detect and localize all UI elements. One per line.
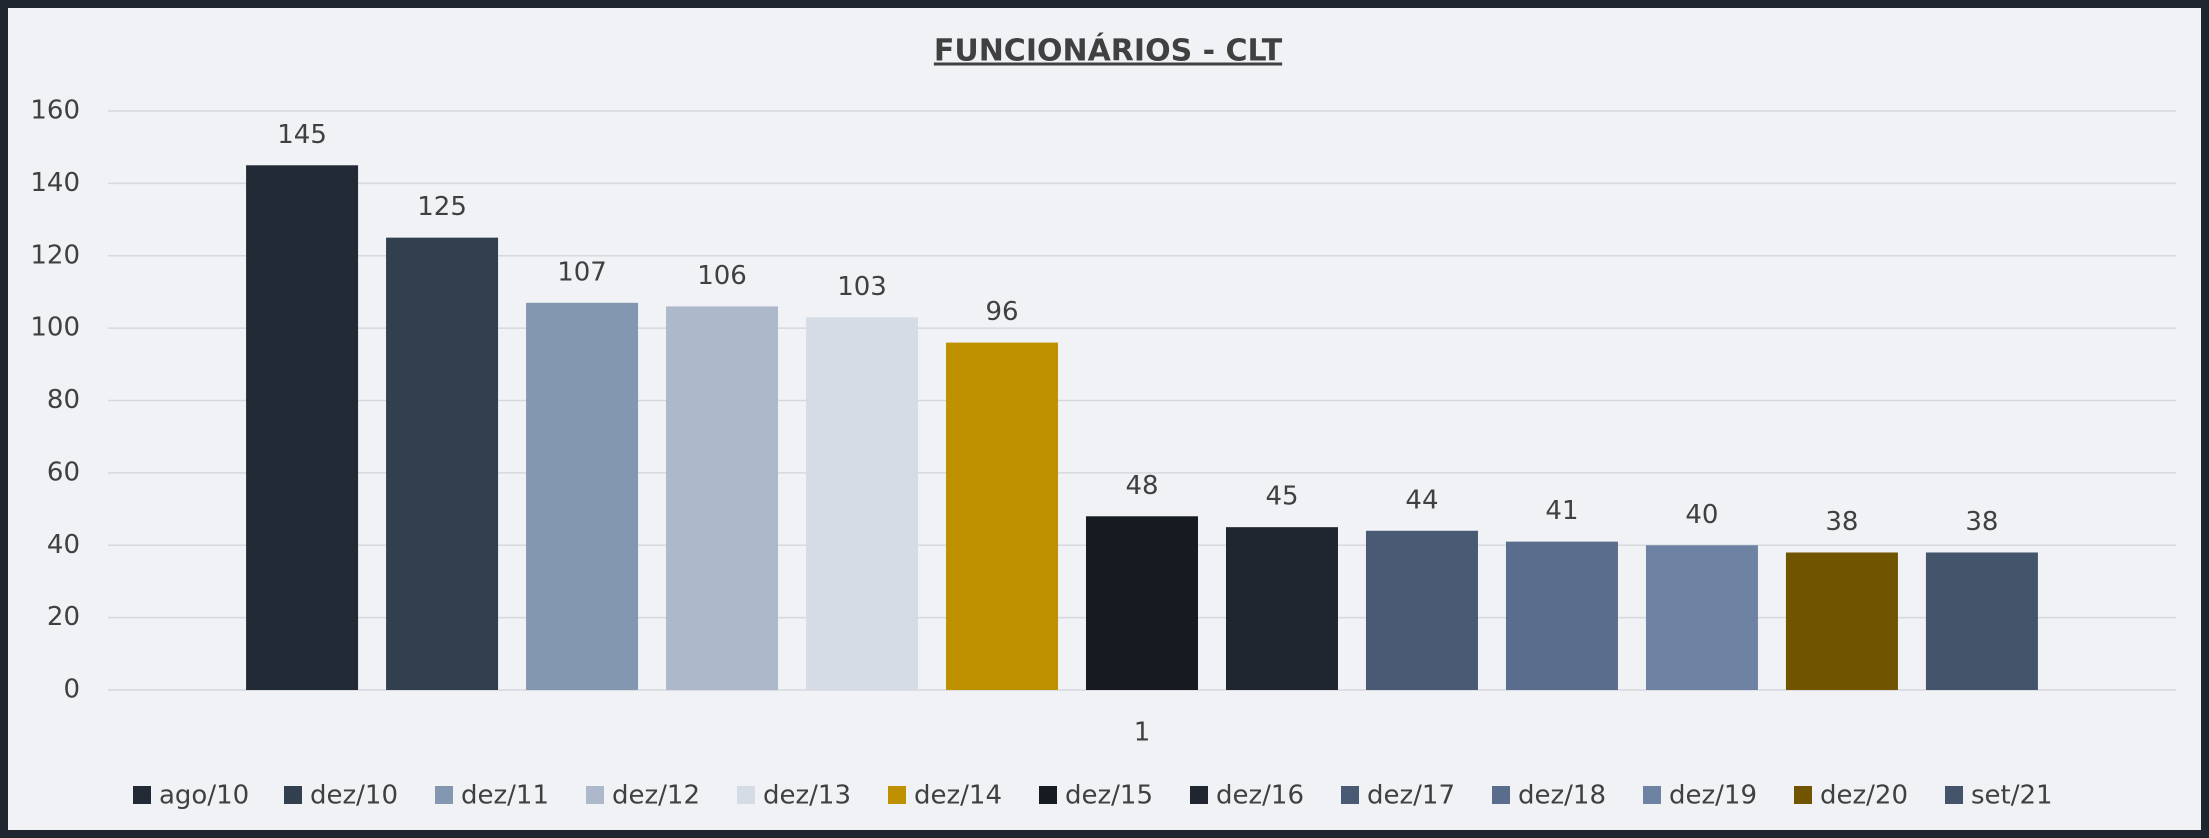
bar: [526, 302, 639, 690]
legend-swatch: [586, 786, 604, 804]
data-label: 125: [417, 192, 467, 222]
legend-label: dez/16: [1216, 781, 1304, 811]
bar: [1505, 541, 1618, 690]
data-label: 48: [1125, 471, 1158, 501]
bar: [1365, 530, 1478, 690]
y-tick-label: 60: [47, 457, 80, 487]
bar: [1925, 552, 2038, 690]
data-label: 38: [1825, 507, 1858, 537]
y-tick-label: 80: [47, 385, 80, 415]
data-label: 44: [1405, 485, 1438, 515]
legend-label: dez/11: [461, 781, 549, 811]
legend-swatch: [133, 786, 151, 804]
data-label: 145: [277, 120, 327, 150]
legend-swatch: [284, 786, 302, 804]
bar: [386, 237, 499, 690]
data-label: 45: [1265, 482, 1298, 512]
data-label: 107: [557, 257, 607, 287]
bar: [1086, 516, 1198, 690]
legend-swatch: [1039, 786, 1057, 804]
legend-label: dez/15: [1065, 781, 1153, 811]
data-label: 106: [697, 261, 747, 291]
y-tick-label: 40: [47, 530, 80, 560]
legend-label: dez/13: [763, 781, 851, 811]
legend-swatch: [435, 786, 453, 804]
data-label: 96: [985, 297, 1018, 327]
chart-title: FUNCIONÁRIOS - CLT: [934, 33, 1283, 69]
legend-swatch: [888, 786, 906, 804]
y-tick-label: 160: [30, 96, 80, 126]
legend-label: dez/20: [1820, 781, 1908, 811]
y-tick-label: 120: [30, 240, 80, 270]
legend-label: dez/12: [612, 781, 700, 811]
x-tick-label: 1: [1134, 718, 1151, 748]
bar: [946, 342, 1059, 690]
bar: [1645, 545, 1758, 690]
legend-swatch: [1341, 786, 1359, 804]
legend-swatch: [1945, 786, 1963, 804]
y-tick-label: 140: [30, 168, 80, 198]
legend-label: dez/19: [1669, 781, 1757, 811]
legend-label: dez/18: [1518, 781, 1606, 811]
y-tick-label: 100: [30, 313, 80, 343]
legend-swatch: [737, 786, 755, 804]
legend-label: set/21: [1971, 781, 2053, 811]
y-tick-label: 20: [47, 602, 80, 632]
legend-label: ago/10: [159, 781, 249, 811]
y-tick-label: 0: [63, 675, 80, 705]
legend-label: dez/14: [914, 781, 1002, 811]
legend-swatch: [1643, 786, 1661, 804]
bar: [1225, 527, 1338, 690]
data-label: 40: [1685, 500, 1718, 530]
legend-swatch: [1492, 786, 1510, 804]
legend-swatch: [1794, 786, 1812, 804]
data-label: 103: [837, 272, 887, 302]
bar: [1785, 552, 1898, 690]
legend-label: dez/17: [1367, 781, 1455, 811]
data-label: 38: [1965, 507, 1998, 537]
data-label: 41: [1545, 496, 1578, 526]
bar: [666, 306, 779, 690]
bar: [806, 317, 919, 690]
legend-swatch: [1190, 786, 1208, 804]
bar: [246, 165, 359, 690]
legend-label: dez/10: [310, 781, 398, 811]
